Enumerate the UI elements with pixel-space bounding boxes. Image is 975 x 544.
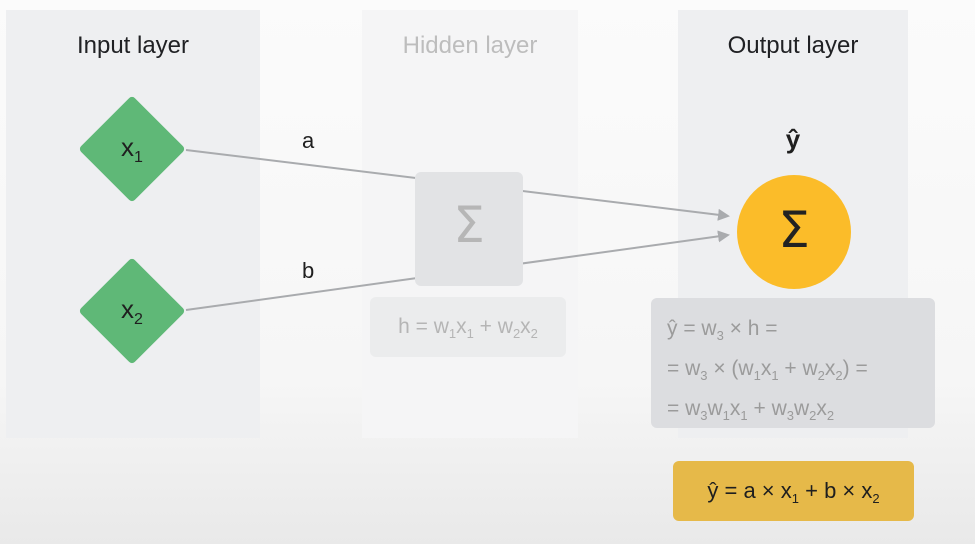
hidden-layer-title: Hidden layer xyxy=(402,32,538,59)
hidden-formula: h = w1x1 + w2x2 xyxy=(370,297,566,357)
input-layer-title: Input layer xyxy=(76,32,190,59)
x1-label: x1 xyxy=(121,132,143,166)
output-layer-title: Output layer xyxy=(727,32,859,59)
output-node: Σ xyxy=(737,175,851,289)
hidden-layer-column: Hidden layer xyxy=(362,10,578,438)
sigma-icon: Σ xyxy=(778,201,810,259)
edge-label-a: a xyxy=(302,128,315,153)
output-formula-line-2: = w3 × (w1x1 + w2x2) = xyxy=(667,357,868,383)
output-yhat-label: ŷ xyxy=(785,124,801,154)
x2-label: x2 xyxy=(121,294,143,328)
output-formula-line-3: = w3w1x1 + w3w2x2 xyxy=(667,397,835,423)
output-formula: ŷ = w3 × h = = w3 × (w1x1 + w2x2) = = w3… xyxy=(651,298,935,428)
input-layer-column: Input layer xyxy=(6,10,260,438)
hidden-node: Σ xyxy=(415,172,523,286)
result-formula: ŷ = a × x1 + b × x2 xyxy=(673,461,914,521)
edge-label-b: b xyxy=(302,258,315,283)
output-formula-line-1: ŷ = w3 × h = xyxy=(667,317,778,343)
sigma-icon: Σ xyxy=(453,196,485,254)
